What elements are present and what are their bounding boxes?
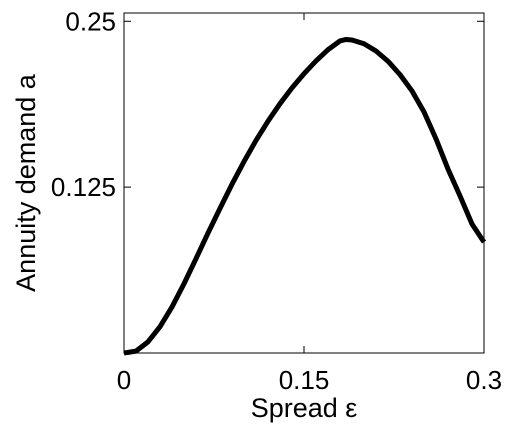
x-tick-label: 0.3 <box>466 365 502 395</box>
series-line <box>123 36 487 356</box>
y-tick-label: 0.125 <box>51 172 116 202</box>
y-tick-label: 0.25 <box>65 6 116 36</box>
x-tick-label: 0.15 <box>279 365 330 395</box>
plot-area <box>123 12 487 356</box>
y-axis: 0.125 0.25 <box>51 6 484 202</box>
x-axis-label: Spread ε <box>251 393 358 423</box>
x-tick-label: 0 <box>117 365 131 395</box>
plot-frame <box>123 12 485 354</box>
x-axis: 0 0.15 0.3 <box>117 13 502 395</box>
y-axis-label: Annuity demand a <box>11 73 41 292</box>
